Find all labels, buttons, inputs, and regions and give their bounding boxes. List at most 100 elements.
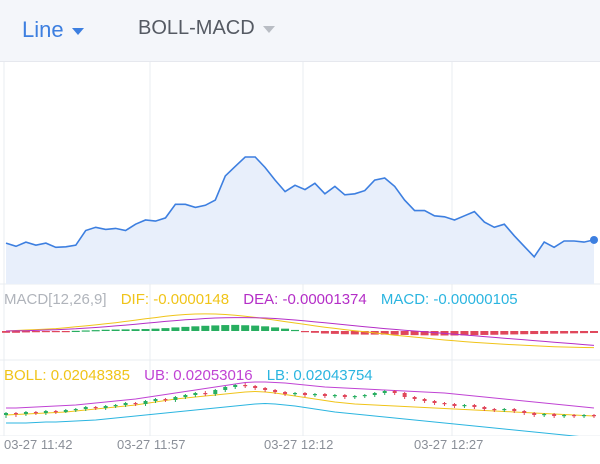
candle-body [402, 393, 407, 397]
macd-histogram-bar [340, 331, 349, 335]
macd-histogram-bar [71, 330, 80, 333]
macd-legend-dif: DIF: -0.0000148 [120, 291, 230, 308]
x-tick-label: 03-27 12:12 [264, 437, 334, 452]
candle-body [233, 385, 238, 387]
boll-legend-lb: LB: 0.02043754 [266, 367, 373, 384]
macd-histogram-bar [221, 325, 230, 331]
boll-lower-band [6, 402, 580, 436]
price-chart-area[interactable] [0, 62, 600, 436]
macd-histogram-bar [330, 331, 339, 334]
macd-histogram-bar [460, 331, 469, 336]
candle-body [153, 399, 158, 401]
candle-body [452, 404, 457, 406]
candle-body [582, 415, 587, 417]
macd-histogram-bar [111, 329, 120, 331]
candle-body [113, 405, 118, 407]
macd-legend: MACD[12,26,9] DIF: -0.0000148 DEA: -0.00… [4, 291, 528, 308]
macd-histogram-bar [430, 331, 439, 336]
candle-body [322, 394, 327, 396]
indicator-label: BOLL-MACD [138, 17, 255, 39]
macd-histogram-bar [590, 331, 598, 333]
macd-histogram-bar [410, 331, 419, 336]
macd-histogram-bar [490, 331, 499, 335]
boll-legend-ub: UB: 0.02053016 [144, 367, 253, 384]
candle-body [293, 393, 298, 395]
candle-body [193, 393, 198, 395]
indicator-dropdown[interactable]: BOLL-MACD [138, 17, 275, 40]
candle-body [442, 403, 447, 405]
candle-body [562, 415, 567, 417]
macd-histogram-bar [500, 331, 509, 335]
boll-middle-band [5, 390, 595, 417]
macd-histogram-bar [31, 331, 40, 333]
candle-body [133, 403, 138, 405]
macd-histogram-bar [241, 325, 250, 331]
candle-body [342, 395, 347, 397]
macd-histogram-bar [2, 331, 10, 333]
x-tick-label: 03-27 11:57 [117, 437, 186, 452]
candle-body [223, 387, 228, 390]
candle-body [592, 415, 596, 417]
candle-body [263, 388, 268, 390]
candle-body [482, 407, 487, 409]
macd-histogram-bar [211, 325, 220, 331]
macd-histogram-bar [131, 329, 140, 331]
macd-legend-name: MACD[12,26,9] [4, 291, 107, 308]
chart-type-dropdown[interactable]: Line [22, 17, 84, 43]
macd-histogram-bar [570, 331, 579, 334]
candle-body [512, 409, 517, 411]
candle-body [93, 407, 98, 409]
macd-histogram-bar [320, 331, 329, 334]
macd-histogram-bar [91, 330, 100, 332]
candle-body [13, 413, 18, 415]
candle-body [412, 397, 417, 399]
candle-body [552, 414, 557, 416]
candle-body [243, 385, 248, 387]
macd-histogram-bar [390, 331, 399, 335]
macd-histogram-bar [61, 331, 70, 333]
macd-histogram-bar [450, 331, 459, 336]
candle-body [502, 409, 507, 411]
candle-body [532, 413, 537, 415]
candle-body [283, 392, 288, 394]
chart-type-label: Line [22, 17, 64, 42]
chart-toolbar: Line BOLL-MACD [0, 0, 600, 62]
candle-body [273, 390, 278, 392]
macd-histogram-bar [580, 331, 589, 334]
macd-histogram-bar [11, 331, 20, 333]
macd-histogram-bar [51, 331, 60, 333]
macd-histogram-bar [310, 331, 319, 333]
macd-histogram-bar [201, 325, 210, 331]
candle-body [542, 414, 547, 416]
chevron-down-icon [71, 27, 84, 35]
candle-body [53, 411, 58, 413]
boll-upper-band [6, 381, 595, 409]
macd-histogram-bar [291, 329, 300, 332]
x-tick-label: 03-27 12:27 [414, 437, 484, 452]
candle-body [372, 393, 377, 395]
macd-histogram-bar [101, 329, 110, 331]
candle-body [472, 405, 477, 407]
candle-body [382, 391, 387, 393]
price-area-fill [6, 157, 594, 284]
candle-body [572, 415, 577, 417]
macd-histogram-bar [121, 329, 130, 331]
candle-body [4, 413, 8, 415]
candle-body [302, 393, 307, 395]
candle-body [163, 399, 168, 401]
candle-body [103, 406, 108, 408]
candle-body [312, 394, 317, 396]
macd-histogram-bar [161, 328, 170, 331]
chevron-down-icon [262, 26, 275, 33]
macd-histogram-bar [21, 331, 30, 333]
macd-histogram-bar [540, 331, 549, 334]
macd-histogram-bar [81, 330, 90, 332]
macd-histogram-bar [360, 331, 369, 335]
macd-legend-dea: DEA: -0.00001374 [243, 291, 367, 308]
macd-histogram-bar [151, 328, 160, 331]
candle-body [23, 412, 28, 414]
x-tick-label: 03-27 11:42 [4, 437, 73, 452]
macd-histogram-bar [530, 331, 539, 335]
last-price-dot [590, 235, 598, 244]
macd-histogram-bar [470, 331, 479, 336]
